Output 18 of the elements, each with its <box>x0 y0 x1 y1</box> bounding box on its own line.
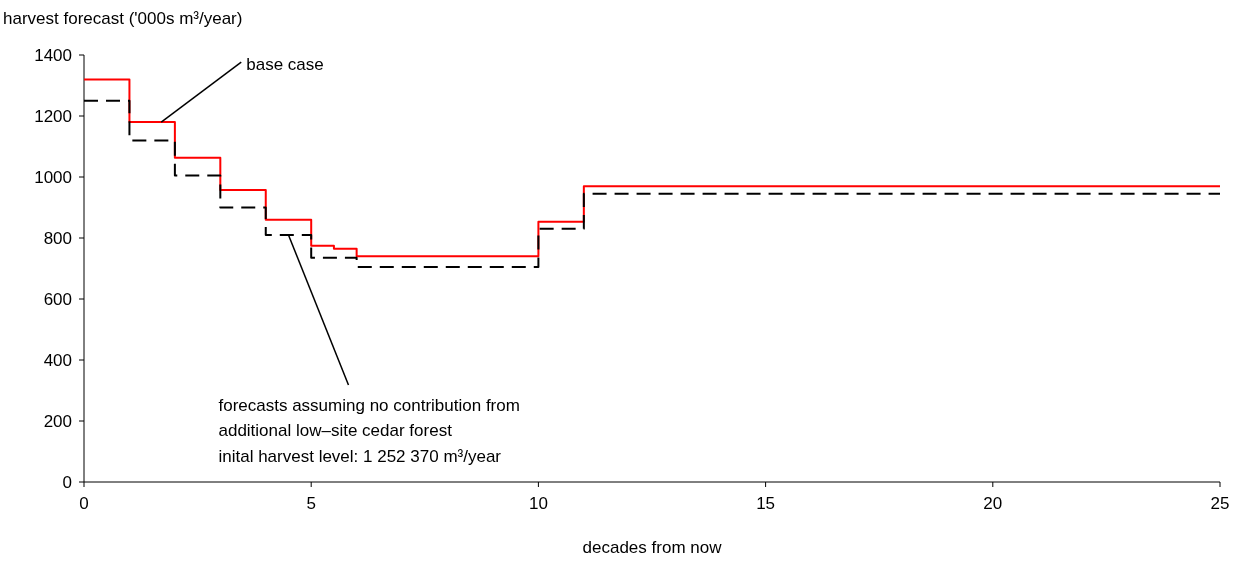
x-tick-label: 20 <box>983 494 1003 513</box>
y-tick-label: 800 <box>43 228 72 248</box>
y-tick-label: 600 <box>43 289 72 309</box>
x-tick-label: 25 <box>1210 494 1230 513</box>
y-tick-label: 400 <box>43 350 72 370</box>
y-axis-title: harvest forecast ('000s m³/year) <box>3 9 243 28</box>
y-tick-label: 200 <box>43 411 72 431</box>
x-axis-title: decades from now <box>582 538 723 557</box>
x-tick-label: 5 <box>306 494 316 513</box>
y-tick-label: 0 <box>62 472 72 492</box>
annotation: base case <box>246 55 324 75</box>
x-tick-label: 10 <box>528 494 548 513</box>
y-tick-label: 1200 <box>34 106 72 126</box>
y-tick-label: 1000 <box>34 167 72 187</box>
x-tick-label: 15 <box>756 494 776 513</box>
x-tick-label: 0 <box>79 494 89 513</box>
y-tick-label: 1400 <box>34 45 72 65</box>
annotation: forecasts assuming no contribution from additional low–site cedar forest inital harvest level: 1 252 370 m³/year <box>218 395 520 466</box>
